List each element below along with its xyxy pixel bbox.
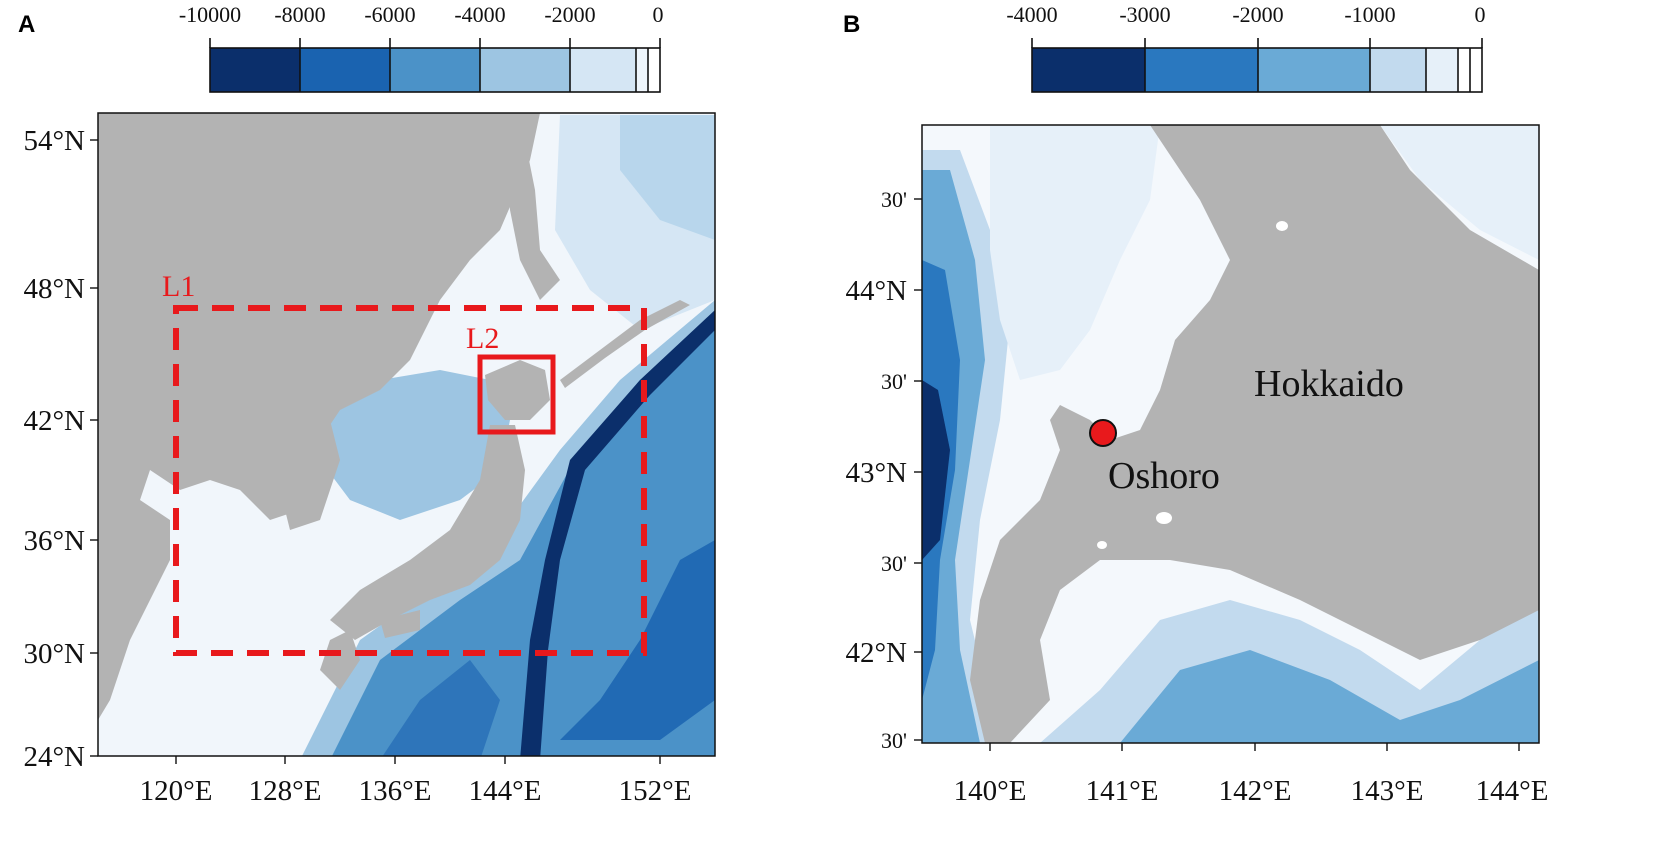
box-l1 xyxy=(173,305,647,656)
lon-label-b: 140°E xyxy=(954,775,1027,807)
lon-label-a: 144°E xyxy=(469,775,542,807)
lon-label-b: 143°E xyxy=(1351,775,1424,807)
colorbar-a-swatch xyxy=(570,48,636,92)
place-label-oshoro: Oshoro xyxy=(1108,455,1220,497)
lat-label-a: 42°N xyxy=(23,405,85,437)
colorbar-b-swatch xyxy=(1258,48,1370,92)
colorbar-b: -4000 -3000 -2000 -1000 0 xyxy=(1006,2,1486,93)
colorbar-a-label: -8000 xyxy=(274,2,325,27)
place-label-hokkaido: Hokkaido xyxy=(1254,363,1404,405)
panel-a: A -10000 -8000 -6000 -4000 -2000 xyxy=(18,2,716,807)
colorbar-a-label: -10000 xyxy=(179,2,241,27)
colorbar-a-label: -4000 xyxy=(454,2,505,27)
box-l2 xyxy=(477,354,556,435)
colorbar-a-swatch xyxy=(300,48,390,92)
lat-label-b: 44°N xyxy=(845,275,907,307)
colorbar-b-label: 0 xyxy=(1475,2,1486,27)
lat-label-b: 30' xyxy=(881,187,907,212)
colorbar-a-swatch xyxy=(636,48,648,92)
colorbar-b-label: -4000 xyxy=(1006,2,1057,27)
colorbar-b-label: -3000 xyxy=(1119,2,1170,27)
colorbar-a-swatch xyxy=(210,48,300,92)
colorbar-b-swatch xyxy=(1145,48,1258,92)
panel-a-letter: A xyxy=(18,11,35,38)
lon-label-a: 120°E xyxy=(140,775,213,807)
lon-label-b: 141°E xyxy=(1086,775,1159,807)
lon-label-a: 136°E xyxy=(359,775,432,807)
lat-label-a: 30°N xyxy=(23,638,85,670)
lon-label-a: 128°E xyxy=(249,775,322,807)
bathymetry-map-a xyxy=(98,113,715,756)
lon-label-b: 144°E xyxy=(1476,775,1549,807)
panel-b: B -4000 -3000 -2000 -1000 0 xyxy=(843,2,1548,807)
colorbar-b-label: -2000 xyxy=(1232,2,1283,27)
colorbar-a-label: -6000 xyxy=(364,2,415,27)
lat-label-a: 54°N xyxy=(23,125,85,157)
box-l1-label: L1 xyxy=(162,270,195,303)
lat-label-b: 43°N xyxy=(845,457,907,489)
bathymetry-map-b xyxy=(922,125,1539,743)
colorbar-a-label: 0 xyxy=(653,2,664,27)
lat-label-b: 42°N xyxy=(845,637,907,669)
colorbar-a-label: -2000 xyxy=(544,2,595,27)
colorbar-b-swatch xyxy=(1426,48,1458,92)
lon-label-b: 142°E xyxy=(1219,775,1292,807)
lat-label-a: 36°N xyxy=(23,525,85,557)
colorbar-a-swatch xyxy=(480,48,570,92)
colorbar-a: -10000 -8000 -6000 -4000 -2000 0 xyxy=(179,2,664,93)
oshoro-station-marker xyxy=(1089,419,1117,447)
colorbar-a-swatch xyxy=(648,48,660,92)
lat-label-b: 30' xyxy=(881,369,907,394)
lon-label-a: 152°E xyxy=(619,775,692,807)
panel-b-letter: B xyxy=(843,11,860,38)
colorbar-b-label: -1000 xyxy=(1344,2,1395,27)
lat-label-b: 30' xyxy=(881,728,907,753)
colorbar-a-swatch xyxy=(390,48,480,92)
colorbar-b-swatch xyxy=(1032,48,1145,92)
lat-label-a: 48°N xyxy=(23,273,85,305)
box-l2-label: L2 xyxy=(466,322,499,355)
lat-label-b: 30' xyxy=(881,551,907,576)
colorbar-b-swatch xyxy=(1370,48,1426,92)
lat-label-a: 24°N xyxy=(23,741,85,773)
